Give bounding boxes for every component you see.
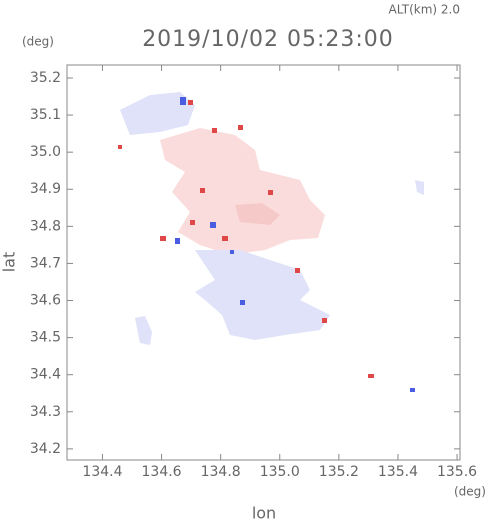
- y-tick-label: 34.8: [30, 218, 61, 234]
- x-tick-label: 135.6: [437, 464, 477, 480]
- y-tick-label: 34.6: [30, 293, 61, 309]
- echo-negative: [120, 92, 195, 135]
- echo-negative: [135, 316, 152, 345]
- y-axis-title: lat: [0, 252, 19, 273]
- x-tick-label: 134.4: [82, 464, 122, 480]
- chart-title: 2019/10/02 05:23:00: [142, 27, 394, 52]
- y-tick-label: 34.3: [30, 404, 61, 420]
- y-tick-label: 35.1: [30, 107, 61, 123]
- radar-echoes: [118, 92, 424, 392]
- x-tick-label: 134.8: [201, 464, 241, 480]
- y-tick-label: 35.0: [30, 144, 61, 160]
- plot-frame: [66, 64, 461, 461]
- y-tick-label: 34.2: [30, 441, 61, 457]
- altitude-label: ALT(km) 2.0: [389, 3, 460, 17]
- x-tick-label: 135.4: [378, 464, 418, 480]
- echo-positive: [235, 203, 280, 225]
- y-tick-label: 34.9: [30, 181, 61, 197]
- y-tick-label: 34.5: [30, 330, 61, 346]
- echo-negative: [415, 180, 424, 195]
- x-tick-label: 135.2: [319, 464, 359, 480]
- y-tick-label: 34.7: [30, 255, 61, 271]
- x-tick-label: 134.6: [142, 464, 182, 480]
- x-tick-label: 135.0: [260, 464, 300, 480]
- x-unit: (deg): [454, 485, 486, 499]
- y-tick-label: 34.4: [30, 367, 61, 383]
- y-tick-label: 35.2: [30, 70, 61, 86]
- echo-negative: [195, 250, 330, 340]
- speckles: [118, 97, 415, 392]
- y-unit: (deg): [22, 35, 54, 49]
- x-axis-title: lon: [252, 504, 276, 521]
- echo-positive: [160, 128, 325, 255]
